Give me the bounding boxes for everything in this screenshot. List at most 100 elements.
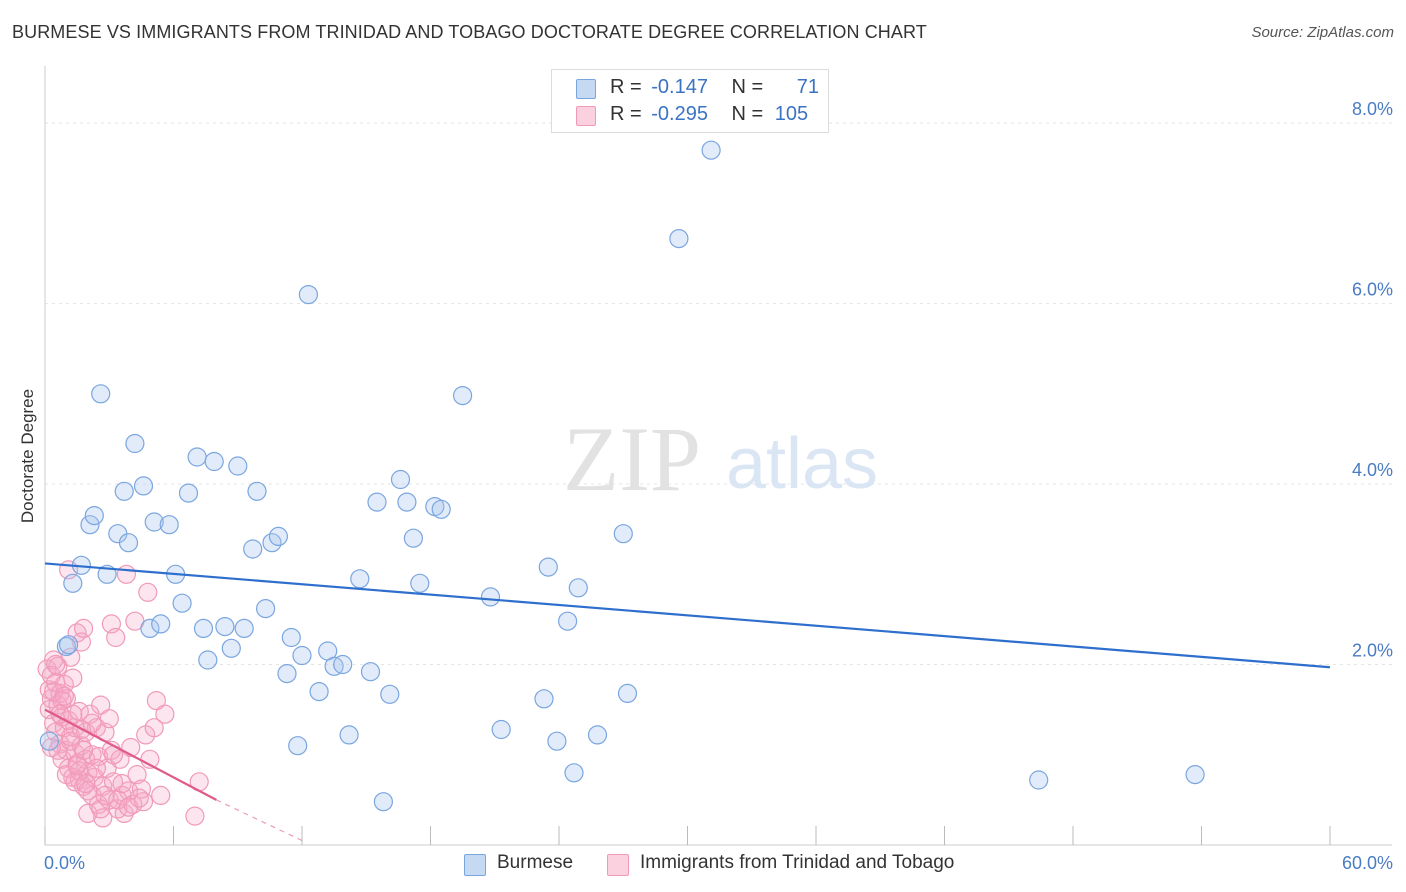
point-burmese [367,492,387,512]
y-tick-label: 2.0% [1352,641,1393,661]
x-tick-label-min: 0.0% [44,853,85,873]
point-burmese [309,681,329,702]
point-burmese [613,524,633,544]
point-trinidad [86,758,107,778]
point-burmese [1029,770,1049,790]
point-burmese [568,578,588,598]
point-trinidad [127,764,147,785]
axes [44,66,1392,846]
y-tick-label: 8.0% [1352,99,1393,119]
point-burmese [339,725,359,745]
n-value-burmese: 71 [796,76,820,98]
burmese-swatch [576,79,596,99]
point-burmese [39,731,59,751]
point-trinidad [151,785,171,806]
point-burmese [91,384,111,404]
point-burmese [617,683,638,704]
r-value-burmese: -0.147 [651,76,708,98]
point-trinidad [91,695,111,715]
point-trinidad [116,564,137,584]
point-burmese [125,433,145,454]
point-burmese [1185,764,1205,785]
point-burmese [187,447,207,467]
point-burmese [193,618,214,639]
point-burmese [144,512,164,532]
point-trinidad [138,582,158,602]
point-burmese [215,616,235,637]
tick-labels: 2.0% 4.0% 6.0% 8.0% 0.0% 60.0% [44,99,1393,873]
point-burmese [268,526,288,547]
gridlines [45,122,1392,666]
point-burmese [557,611,578,631]
watermark-zip: ZIP [563,408,701,510]
point-burmese [333,654,353,675]
point-trinidad [73,618,94,639]
point-burmese [350,569,370,589]
point-burmese [133,476,154,496]
trinidad-swatch [576,106,596,126]
point-trinidad [76,773,96,794]
point-trinidad [146,690,166,711]
point-burmese [397,492,417,512]
point-burmese [221,638,241,658]
point-burmese [410,573,430,593]
chart-title: BURMESE VS IMMIGRANTS FROM TRINIDAD AND … [12,22,927,42]
trend-line-trinidad [44,708,217,801]
point-burmese [80,515,100,535]
point-burmese [151,614,171,634]
point-burmese [277,663,297,684]
legend-label-trinidad: Immigrants from Trinidad and Tobago [640,852,955,873]
point-burmese [198,650,218,670]
point-trinidad [46,654,66,675]
x-tick-label-max: 60.0% [1342,853,1393,873]
point-burmese [63,573,83,593]
point-trinidad [67,755,87,776]
watermark: ZIP atlas [563,408,878,510]
point-burmese [243,539,263,559]
point-burmese [159,515,179,535]
point-burmese [547,731,567,751]
series-trinidad-points [37,560,209,828]
point-burmese [234,618,254,639]
point-burmese [534,689,554,709]
r-label: R = [610,76,642,98]
point-trinidad [112,773,132,794]
point-burmese [247,481,267,501]
trinidad-swatch [607,854,629,876]
point-burmese [84,505,104,526]
trend-line-trinidad-extrapolated [216,799,303,842]
burmese-swatch [464,854,486,876]
point-burmese [360,662,381,682]
point-trinidad [185,806,205,826]
legend-label-burmese: Burmese [497,852,574,873]
n-label: N = [731,76,764,98]
point-burmese [431,499,451,519]
point-trinidad [95,785,115,806]
point-burmese [288,736,308,756]
trend-lines [44,562,1331,842]
n-label: N = [731,103,764,125]
point-trinidad [99,709,119,729]
point-trinidad [144,718,164,738]
point-burmese [298,285,318,305]
series-burmese-points [39,140,1205,812]
n-value-trinidad: 105 [774,103,809,125]
point-burmese [292,645,312,666]
point-burmese [178,483,199,503]
y-tick-label: 4.0% [1352,460,1393,480]
point-burmese [701,140,721,160]
source-credit: Source: ZipAtlas.com [1251,24,1394,41]
point-burmese [118,533,139,553]
point-burmese [373,792,393,812]
watermark-atlas: atlas [726,424,878,504]
point-burmese [281,627,301,648]
r-label: R = [610,103,642,125]
point-burmese [453,386,473,406]
point-burmese [564,763,584,783]
point-burmese [228,456,248,476]
point-trinidad [54,686,74,706]
point-trinidad [155,704,175,724]
point-burmese [114,481,134,501]
y-tick-label: 6.0% [1352,280,1393,300]
point-burmese [587,725,608,745]
